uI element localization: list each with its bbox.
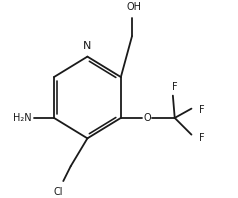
Text: F: F bbox=[172, 82, 178, 92]
Text: H₂N: H₂N bbox=[13, 113, 32, 123]
Text: OH: OH bbox=[126, 2, 141, 12]
Text: N: N bbox=[83, 41, 92, 51]
Text: F: F bbox=[199, 106, 204, 115]
Text: Cl: Cl bbox=[54, 187, 63, 197]
Text: F: F bbox=[199, 133, 204, 143]
Text: O: O bbox=[143, 113, 151, 123]
